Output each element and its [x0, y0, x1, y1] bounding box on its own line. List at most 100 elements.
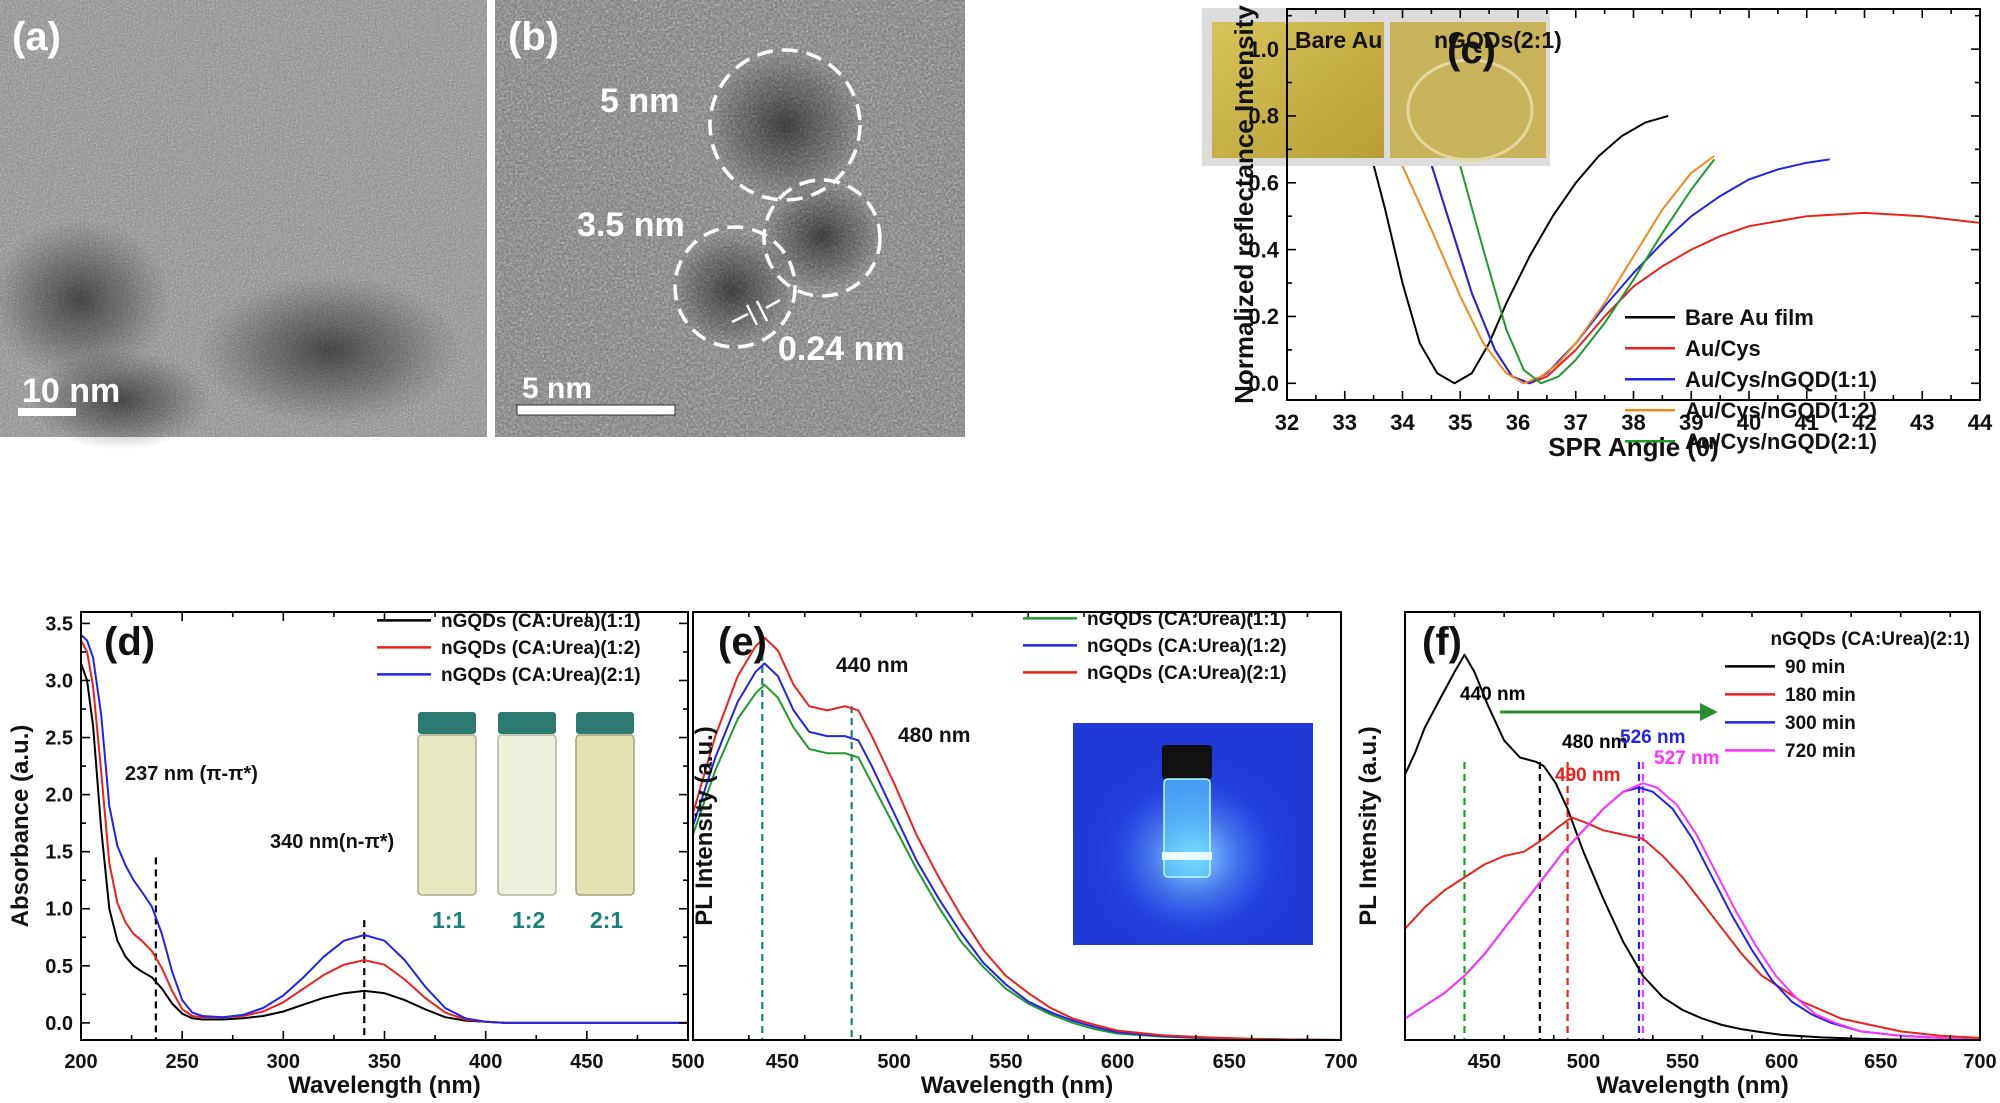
axes-frame — [1404, 611, 1981, 1041]
y-tick-label: 3.0 — [45, 670, 73, 692]
annotation-5nm: 5 nm — [600, 82, 679, 120]
particle-circle-5nm — [708, 48, 862, 202]
legend-entry: nGQDs (CA:Urea)(1:2) — [441, 638, 641, 659]
vial-label-1-2: 1:2 — [512, 907, 545, 933]
x-tick-label: 200 — [64, 1051, 97, 1073]
series-line-ngqds-ca-urea-2-1- — [81, 634, 688, 1024]
tem-a-dark-region — [30, 350, 210, 450]
series-line-ngqds-ca-urea-1-2- — [81, 640, 688, 1024]
particle-circle-3-5nm — [673, 225, 797, 349]
legend-entry: Bare Au film — [1685, 305, 1814, 330]
x-tick-label: 43 — [1910, 410, 1934, 435]
legend-entry: nGQDs (CA:Urea)(1:2) — [1087, 636, 1287, 657]
glow-vial-band — [1162, 852, 1212, 860]
plot-area — [81, 634, 688, 1040]
legend-entry: Au/Cys/nGQD(1:2) — [1685, 398, 1877, 423]
scale-bar-b — [516, 404, 676, 416]
y-tick-label: 0.4 — [1248, 237, 1279, 262]
annotation-527nm: 527 nm — [1654, 748, 1719, 769]
particle-circle-right — [762, 178, 882, 298]
panel-label: (f) — [1422, 620, 1462, 664]
x-axis-title: Wavelength (nm) — [288, 1072, 480, 1099]
x-tick-label: 37 — [1564, 410, 1588, 435]
vial-label-2-1: 2:1 — [590, 907, 623, 933]
x-axis-title: Wavelength (nm) — [921, 1072, 1113, 1099]
chart-c-spr: Bare Au nGQDs(2:1) 32 33 34 35 36 37 38 39 40 41 4… — [1202, 5, 1993, 462]
legend-entry: 720 min — [1785, 741, 1856, 762]
x-tick-label: 44 — [1968, 410, 1993, 435]
series-line-720-min — [1405, 782, 1980, 1040]
series-line-ngqds-ca-urea-1-1- — [81, 663, 688, 1024]
x-tick-label: 42 — [1852, 410, 1876, 435]
annotation-0-24nm: 0.24 nm — [778, 330, 905, 368]
x-tick-label: 500 — [877, 1051, 910, 1073]
chart-f-pl-time: 450 500 550 600 650 700 Wavelength (nm) PL Inte… — [1355, 611, 1997, 1099]
y-tick-label: 1.0 — [1248, 37, 1279, 62]
x-tick-label: 700 — [1324, 1051, 1357, 1073]
axes-frame — [692, 611, 1342, 1041]
chart-e-pl: 450 500 550 600 650 700 Wavelength (nm) PL Inte… — [691, 609, 1358, 1099]
x-tick-label: 350 — [368, 1051, 401, 1073]
vial-1-2 — [497, 712, 557, 896]
legend-entry: 300 min — [1785, 713, 1856, 734]
x-axis-title: SPR Angle (θ) — [1548, 432, 1719, 462]
legend-entry: nGQDs (CA:Urea)(2:1) — [1087, 663, 1287, 684]
annotation-490nm: 490 nm — [1555, 765, 1620, 786]
annotation-440nm: 440 nm — [836, 654, 908, 677]
series-line-ngqds-ca-urea-2-1- — [693, 636, 1341, 1040]
annotation-480nm: 480 nm — [898, 724, 970, 747]
panel-label: (c) — [1447, 28, 1496, 72]
panel-label: (e) — [718, 620, 767, 664]
legend-entry: 180 min — [1785, 685, 1856, 706]
x-tick-label: 32 — [1275, 410, 1299, 435]
vial-1-1 — [417, 712, 477, 896]
scale-bar-b-label: 5 nm — [522, 372, 592, 405]
chart-c-inset-photo: Bare Au nGQDs(2:1) — [1202, 8, 1562, 166]
chart-d-vials-inset: 1:1 1:2 2:1 — [417, 712, 635, 933]
x-tick-label: 650 — [1213, 1051, 1246, 1073]
y-tick-label: 0.0 — [45, 1013, 73, 1035]
y-tick-label: 1.0 — [45, 899, 73, 921]
legend-entry: nGQDs (CA:Urea)(1:1) — [1087, 609, 1287, 630]
y-tick-label: 0.8 — [1248, 104, 1279, 129]
x-tick-label: 550 — [989, 1051, 1022, 1073]
x-tick-label: 550 — [1666, 1051, 1699, 1073]
x-tick-label: 650 — [1864, 1051, 1897, 1073]
x-tick-label: 500 — [671, 1051, 704, 1073]
x-tick-label: 39 — [1679, 410, 1703, 435]
panel-b-label: (b) — [508, 15, 559, 59]
tem-a-dark-region — [0, 220, 170, 380]
x-tick-label: 450 — [766, 1051, 799, 1073]
x-tick-label: 500 — [1567, 1051, 1600, 1073]
tem-b-particle — [705, 50, 865, 200]
tem-a-dark-region — [200, 275, 460, 425]
y-tick-label: 3.5 — [45, 613, 73, 635]
legend-entry: Au/Cys/nGQD(1:1) — [1685, 367, 1877, 392]
glow-vial-cap — [1162, 745, 1212, 779]
lattice-fringe-line — [745, 304, 759, 326]
lattice-arrow — [731, 312, 749, 324]
panel-a-label: (a) — [12, 15, 61, 59]
x-tick-label: 36 — [1506, 410, 1530, 435]
y-tick-label: 1.5 — [45, 842, 73, 864]
legend-entry: nGQDs (CA:Urea)(1:1) — [441, 611, 641, 632]
y-axis-title: PL Intensity (a.u.) — [691, 726, 718, 926]
series-line-180-min — [1405, 816, 1980, 1039]
legend-entry: 90 min — [1785, 657, 1845, 678]
annotation-340nm: 340 nm(n-π*) — [270, 831, 394, 853]
x-tick-label: 41 — [1795, 410, 1819, 435]
y-tick-label: 0.6 — [1248, 170, 1279, 195]
y-axis-title: Absorbance (a.u.) — [7, 725, 34, 928]
annotation-3-5nm: 3.5 nm — [577, 206, 685, 244]
x-tick-label: 600 — [1765, 1051, 1798, 1073]
bare-au-chip — [1212, 22, 1384, 158]
x-axis-title: Wavelength (nm) — [1596, 1072, 1788, 1099]
x-tick-label: 250 — [165, 1051, 198, 1073]
scale-bar-a — [18, 408, 76, 416]
series-line-90-min — [1405, 653, 1980, 1040]
series-line-300-min — [1405, 786, 1980, 1040]
tem-b-particle — [670, 232, 794, 348]
scale-bar-a-label: 10 nm — [22, 372, 120, 410]
x-tick-label: 300 — [267, 1051, 300, 1073]
